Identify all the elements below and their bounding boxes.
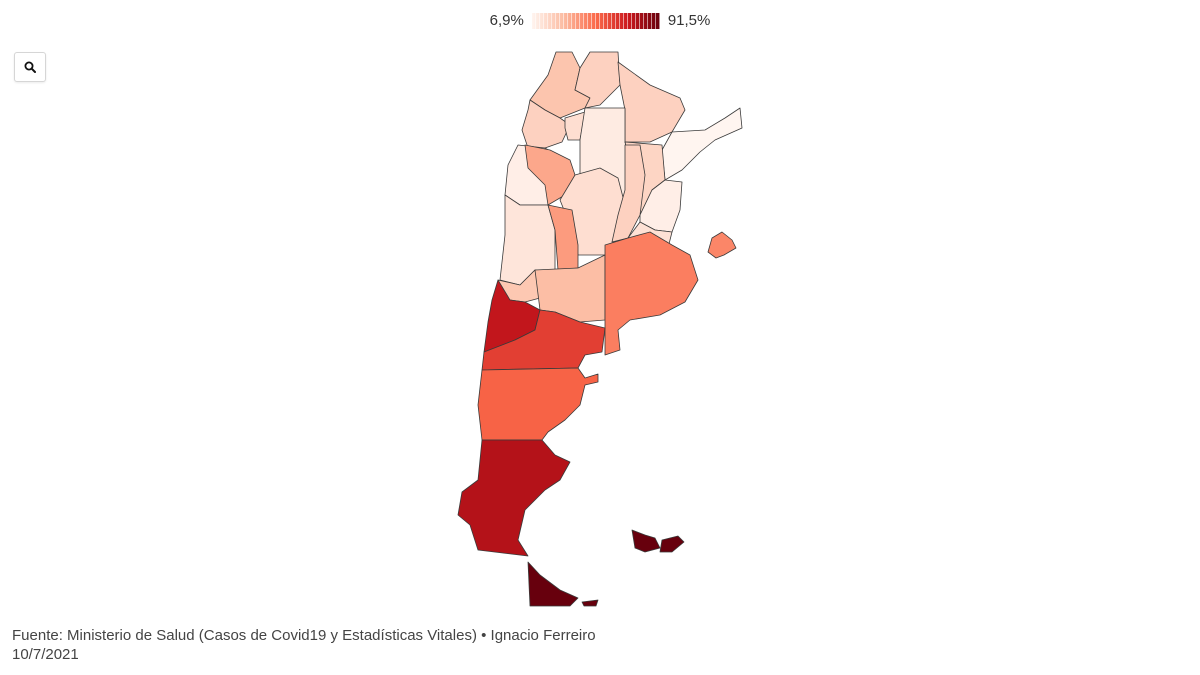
province-salta[interactable]	[521, 51, 621, 149]
source-credit: Fuente: Ministerio de Salud (Casos de Co…	[12, 627, 596, 644]
province-buenos-aires[interactable]	[604, 231, 699, 356]
map-footer: Fuente: Ministerio de Salud (Casos de Co…	[12, 626, 596, 664]
legend-min-label: 6,9%	[489, 12, 524, 29]
publish-date: 10/7/2021	[12, 646, 79, 663]
province-santa-cruz[interactable]	[457, 439, 571, 557]
legend-max-label: 91,5%	[667, 12, 711, 29]
province-tucuman[interactable]	[564, 111, 586, 141]
province-malvinas[interactable]	[631, 529, 685, 553]
legend-color-scale	[531, 12, 660, 29]
province-tierra-del-fuego[interactable]	[527, 561, 599, 607]
zoom-button[interactable]	[14, 52, 46, 82]
province-formosa[interactable]	[617, 61, 686, 143]
province-chubut[interactable]	[477, 367, 599, 441]
province-rio-negro[interactable]	[481, 309, 606, 371]
search-icon	[24, 61, 36, 73]
province-caba[interactable]	[707, 231, 737, 259]
color-legend: 6,9% 91,5%	[0, 12, 1200, 29]
